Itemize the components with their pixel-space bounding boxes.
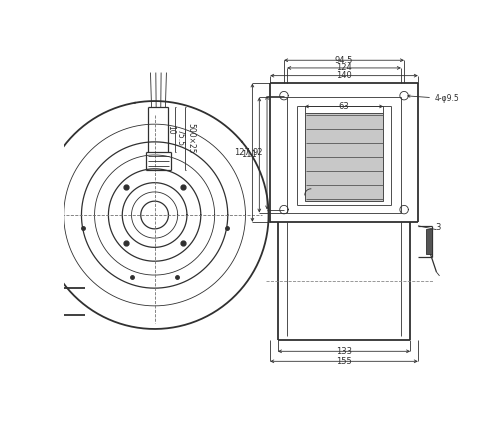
Text: 3: 3 bbox=[436, 223, 440, 232]
Text: 63: 63 bbox=[338, 102, 349, 111]
Text: 94.5: 94.5 bbox=[335, 56, 353, 65]
Text: 155: 155 bbox=[336, 357, 352, 366]
Text: 75.5: 75.5 bbox=[176, 129, 184, 146]
Text: 127: 127 bbox=[234, 148, 250, 157]
Text: 500×25: 500×25 bbox=[186, 124, 196, 154]
Text: 111: 111 bbox=[242, 150, 257, 159]
Text: 124: 124 bbox=[336, 63, 352, 72]
Text: 133: 133 bbox=[336, 347, 352, 356]
Text: 140: 140 bbox=[336, 71, 352, 80]
Text: 4-φ9.5: 4-φ9.5 bbox=[408, 94, 460, 103]
Bar bbox=[305, 113, 384, 201]
Bar bbox=[426, 229, 432, 253]
Text: 92: 92 bbox=[252, 148, 263, 157]
Text: 10: 10 bbox=[166, 125, 175, 134]
